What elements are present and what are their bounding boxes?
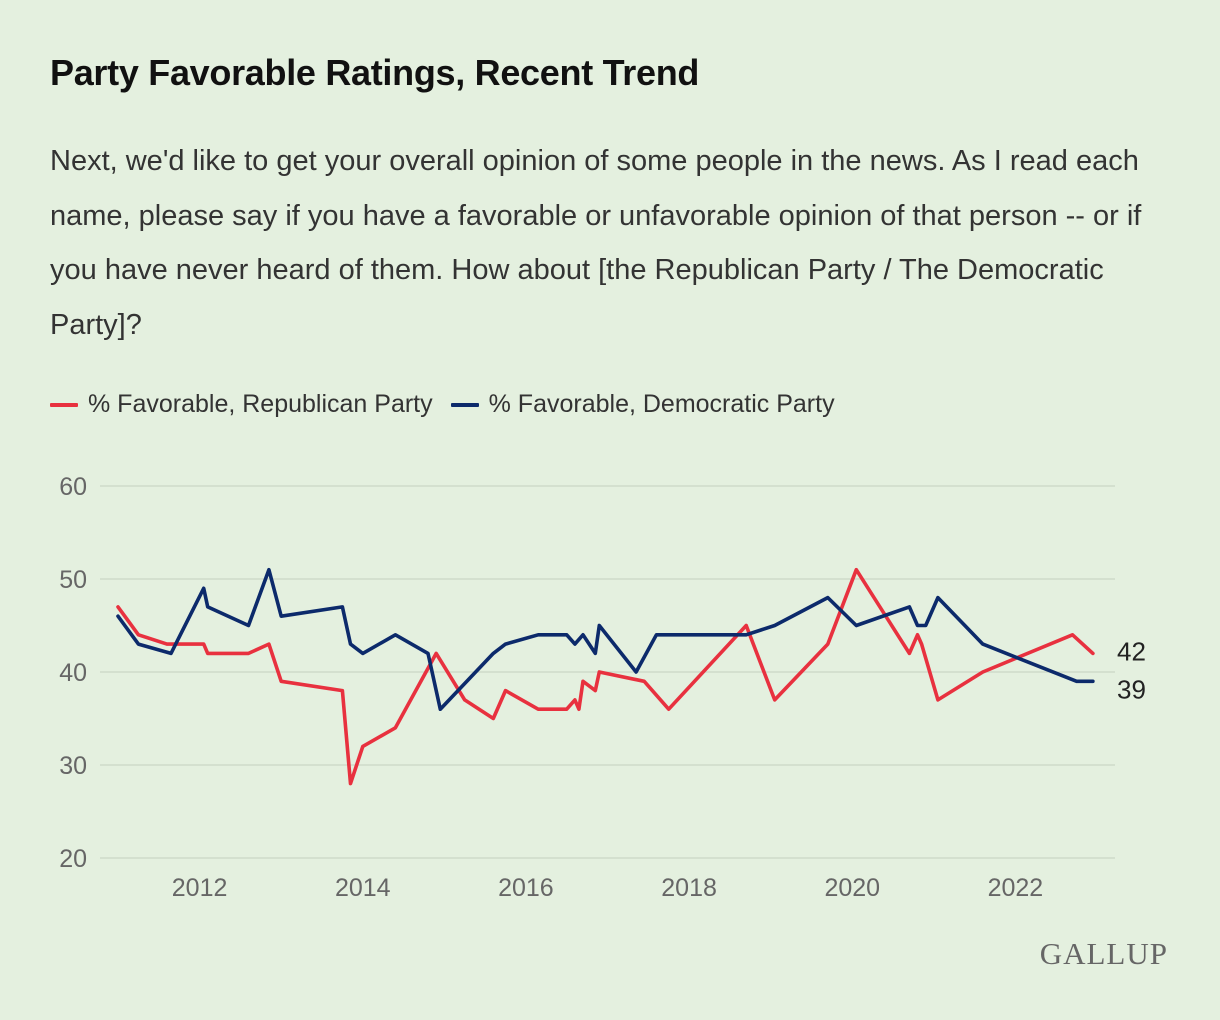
chart-title: Party Favorable Ratings, Recent Trend <box>50 52 700 93</box>
x-tick-label: 2022 <box>988 874 1044 902</box>
y-tick-label: 50 <box>59 566 87 594</box>
legend-swatch-democratic <box>450 402 479 407</box>
x-tick-label: 2016 <box>498 874 554 902</box>
y-tick-label: 40 <box>59 659 87 687</box>
legend-item-democratic: % Favorable, Democratic Party <box>450 390 835 419</box>
x-axis-ticks: 2012 2014 2016 2018 2020 2022 <box>172 874 1043 902</box>
chart-legend: % Favorable, Republican Party % Favorabl… <box>50 390 853 419</box>
y-axis-ticks: 20 30 40 50 60 <box>59 473 87 873</box>
gallup-logo: GALLUP <box>1039 936 1168 971</box>
x-tick-label: 2014 <box>335 874 391 902</box>
chart-subtitle: Next, we'd like to get your overall opin… <box>50 145 1142 341</box>
y-tick-label: 20 <box>59 845 87 873</box>
end-label-democratic: 39 <box>1117 674 1146 704</box>
x-tick-label: 2012 <box>172 874 228 902</box>
y-tick-label: 60 <box>59 473 87 501</box>
y-tick-label: 30 <box>59 752 87 780</box>
legend-item-republican: % Favorable, Republican Party <box>50 390 433 419</box>
end-label-republican: 42 <box>1117 636 1146 666</box>
series-line-democratic <box>116 567 1095 712</box>
legend-label-democratic: % Favorable, Democratic Party <box>488 390 835 418</box>
series-lines <box>116 567 1095 786</box>
x-tick-label: 2018 <box>661 874 717 902</box>
legend-label-republican: % Favorable, Republican Party <box>88 390 433 418</box>
legend-swatch-republican <box>50 402 78 407</box>
x-tick-label: 2020 <box>824 874 880 902</box>
series-line-republican <box>116 567 1095 786</box>
